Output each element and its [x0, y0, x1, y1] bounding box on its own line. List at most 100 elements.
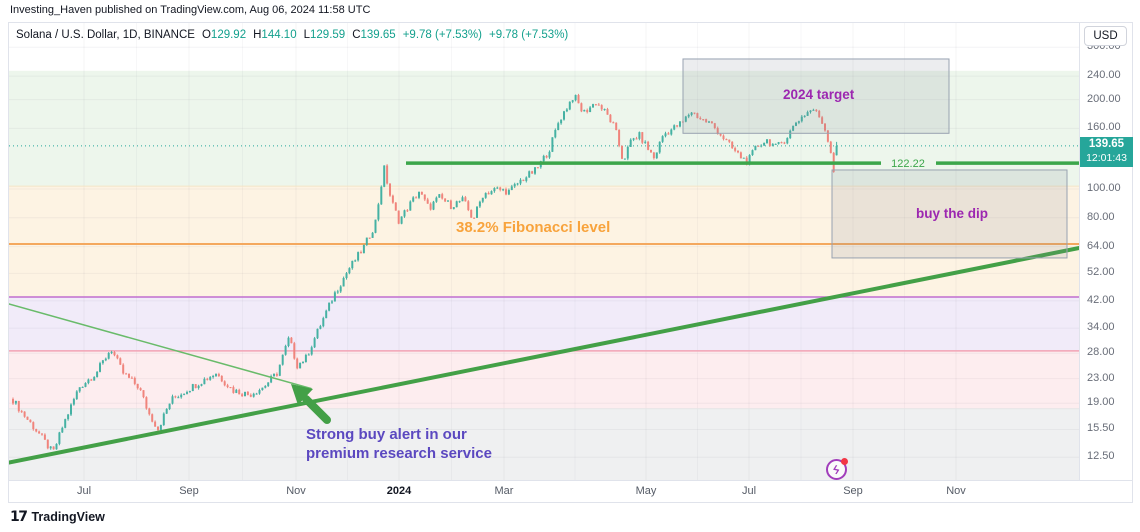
candle: [458, 201, 461, 203]
candle: [644, 141, 647, 143]
candle: [461, 197, 464, 202]
candle: [200, 384, 203, 386]
candle: [145, 397, 148, 409]
candle: [142, 390, 145, 398]
candle: [197, 385, 200, 389]
candle: [812, 109, 815, 111]
candle: [713, 123, 716, 129]
candle: [119, 358, 122, 365]
currency-toggle-button[interactable]: USD: [1084, 26, 1127, 46]
candle: [522, 179, 525, 181]
candle: [409, 201, 412, 211]
candle: [212, 375, 215, 378]
candle: [241, 394, 244, 397]
candle: [148, 408, 151, 415]
chart-annotation[interactable]: Strong buy alert in our premium research…: [306, 426, 492, 462]
candle: [725, 139, 728, 141]
candle: [49, 446, 52, 449]
candle: [397, 210, 400, 224]
candle: [270, 376, 273, 383]
candle: [157, 426, 159, 431]
symbol-title[interactable]: Solana / U.S. Dollar, 1D, BINANCE: [16, 29, 195, 41]
candle: [629, 139, 632, 147]
chart-annotation[interactable]: 2024 target: [783, 87, 855, 102]
price-tick: 100.00: [1087, 182, 1121, 194]
candle: [122, 364, 125, 374]
candle: [162, 413, 165, 426]
candle: [531, 171, 534, 174]
candle: [609, 114, 612, 123]
drawing-box[interactable]: [682, 58, 950, 134]
candle: [719, 134, 722, 136]
time-tick: Nov: [946, 485, 966, 497]
candle: [597, 104, 600, 106]
candle: [415, 197, 418, 199]
candle: [510, 186, 513, 191]
tradingview-brand[interactable]: TradingView: [31, 510, 105, 524]
candle: [641, 132, 644, 143]
candle: [226, 385, 229, 388]
candle: [267, 382, 270, 386]
candle: [191, 384, 194, 392]
price-band: [9, 408, 1080, 480]
candle: [632, 138, 635, 140]
candle: [310, 347, 313, 355]
candle: [737, 150, 739, 153]
candle: [284, 345, 287, 355]
candle: [423, 194, 426, 200]
plot-canvas[interactable]: 122.22: [9, 23, 1080, 480]
candle: [673, 125, 676, 130]
candle: [760, 145, 763, 147]
candle: [348, 268, 351, 274]
candle: [664, 133, 667, 137]
candle: [560, 119, 563, 124]
candle: [26, 416, 29, 420]
tradingview-logo-icon[interactable]: 17: [10, 509, 28, 525]
candle: [702, 119, 705, 121]
ohlc-close: C139.65: [352, 29, 396, 41]
candle: [400, 216, 403, 224]
candle: [722, 135, 725, 140]
chart-annotation[interactable]: buy the dip: [916, 206, 988, 221]
candle: [78, 387, 81, 392]
candle: [777, 142, 780, 144]
time-tick: Jul: [76, 485, 92, 497]
candle: [64, 419, 67, 428]
candle: [455, 201, 458, 208]
candle: [133, 377, 136, 384]
open-value: 129.92: [210, 29, 247, 41]
trend-line[interactable]: [9, 245, 1080, 465]
trend-line[interactable]: [9, 303, 312, 390]
time-axis[interactable]: Jul Sep Nov 2024 Mar May Jul Sep Nov: [9, 480, 1132, 502]
price-tick: 28.00: [1087, 346, 1115, 359]
candle: [464, 197, 467, 202]
time-tick: Jul: [741, 485, 757, 497]
candle: [215, 374, 217, 376]
candle: [606, 109, 609, 115]
candle: [238, 389, 241, 395]
attribution-text: Investing_Haven published on TradingView…: [10, 4, 371, 16]
drawing-box[interactable]: [831, 169, 1068, 259]
candle: [739, 152, 742, 159]
candle: [183, 393, 186, 395]
chart-annotation[interactable]: 38.2% Fibonacci level: [456, 219, 611, 236]
candle: [281, 354, 284, 365]
candle: [380, 186, 383, 205]
price-tick: 200.00: [1087, 92, 1121, 105]
candle: [554, 129, 557, 138]
close-value: 139.65: [360, 29, 396, 41]
low-value: 129.59: [310, 29, 346, 41]
change-value-2: +9.78 (+7.53%): [488, 29, 569, 41]
flash-boost-button[interactable]: ϟ: [826, 458, 848, 480]
candle: [217, 374, 220, 376]
candle: [557, 123, 560, 130]
candle: [519, 179, 522, 184]
candle: [670, 129, 673, 135]
candle: [20, 411, 23, 413]
arrow-head-icon[interactable]: [291, 384, 313, 405]
candle: [104, 358, 107, 361]
price-axis[interactable]: USD 300.00 240.00 200.00 160.00 100.00 80.00 6…: [1079, 23, 1133, 480]
arrow-shaft[interactable]: [302, 395, 331, 424]
candle: [84, 383, 87, 387]
candle: [542, 155, 545, 162]
